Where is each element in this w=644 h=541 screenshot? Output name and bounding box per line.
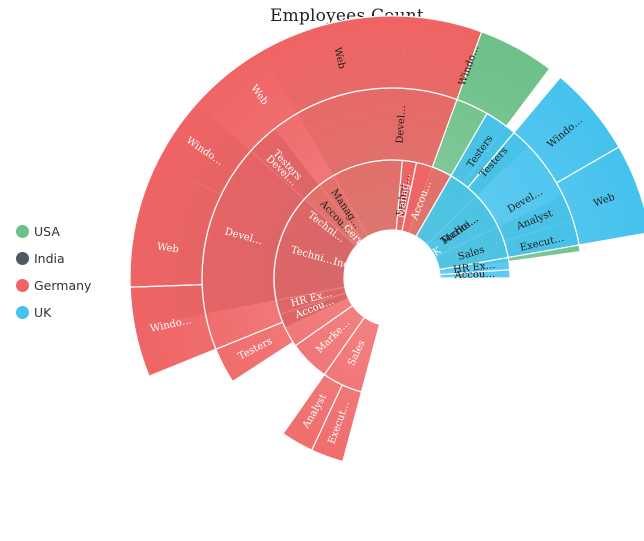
segment-germany-tech-dev-web[interactable] <box>129 15 483 288</box>
legend-item-india[interactable]: India <box>16 245 91 272</box>
legend-swatch-usa <box>16 225 29 238</box>
segment-label-uk-accounts: Accou… <box>453 269 495 281</box>
segment-germany-tech-dev-win[interactable] <box>129 284 217 377</box>
legend-label-usa: USA <box>34 224 60 239</box>
segment-label-usa-tech-dev: Devel… <box>395 105 408 144</box>
legend-item-usa[interactable]: USA <box>16 218 91 245</box>
legend-item-uk[interactable]: UK <box>16 299 91 326</box>
legend-swatch-india <box>16 252 29 265</box>
legend-item-germany[interactable]: Germany <box>16 272 91 299</box>
legend-swatch-germany <box>16 279 29 292</box>
legend-swatch-uk <box>16 306 29 319</box>
segment-label-usa: USA <box>421 291 447 312</box>
segment-label-india-tech-dev-web: Web <box>156 242 179 256</box>
legend-label-india: India <box>34 251 65 266</box>
legend: USA India Germany UK <box>16 218 91 326</box>
segment-uk-tech-dev-web[interactable] <box>555 146 644 246</box>
legend-label-germany: Germany <box>34 278 92 293</box>
segment-uk-accounts[interactable] <box>439 269 511 279</box>
sunburst-segments <box>129 15 644 463</box>
segment-label-uk-hr: HR Ex… <box>453 260 496 276</box>
segment-label-usa-tech-dev-web: Web <box>331 46 347 70</box>
legend-label-uk: UK <box>34 305 52 320</box>
